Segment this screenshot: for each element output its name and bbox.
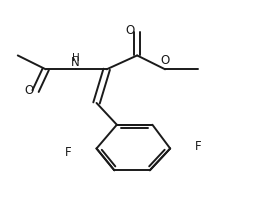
Text: F: F: [195, 140, 201, 153]
Text: O: O: [125, 24, 135, 37]
Text: H: H: [72, 53, 80, 63]
Text: O: O: [161, 54, 170, 67]
Text: F: F: [65, 146, 72, 159]
Text: O: O: [25, 84, 34, 97]
Text: N: N: [71, 56, 80, 69]
